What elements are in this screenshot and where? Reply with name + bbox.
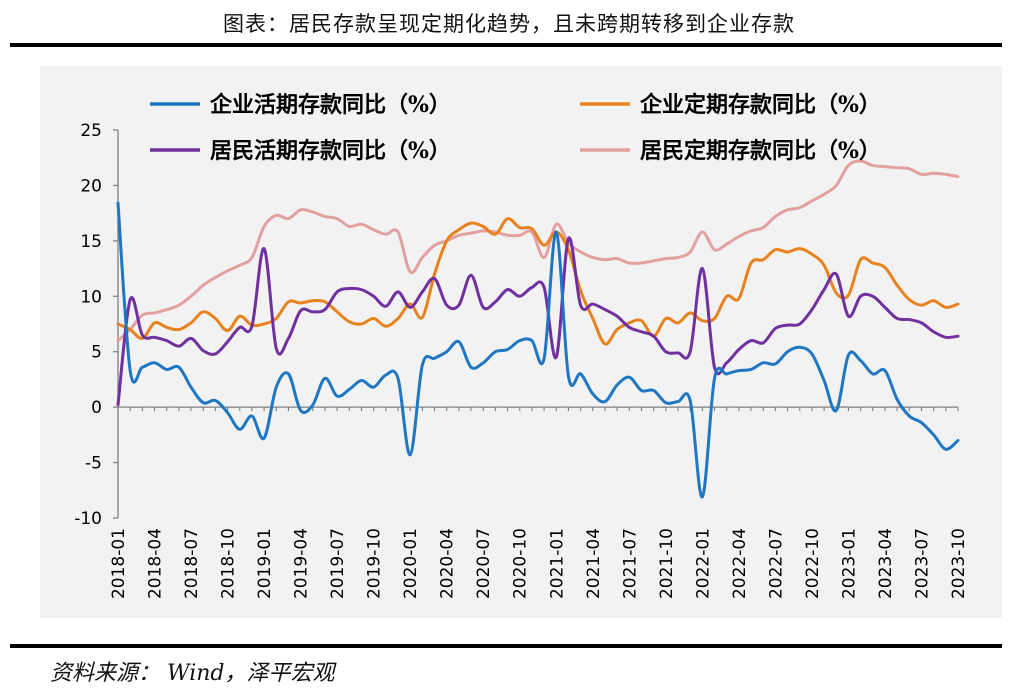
series-line-4: [116, 159, 960, 343]
x-tick-label: 2021-07: [620, 528, 640, 599]
x-tick-label: 2020-07: [474, 528, 494, 599]
x-tick-label: 2019-01: [255, 528, 275, 599]
chart-background: [40, 66, 1002, 618]
x-tick-label: 2020-04: [438, 528, 458, 599]
x-tick-label: 2018-01: [109, 528, 129, 599]
y-tick-label: -10: [74, 509, 102, 529]
x-tick-label: 2021-01: [547, 528, 567, 599]
x-tick-label: 2021-10: [657, 528, 677, 599]
x-tick-label: 2022-04: [730, 528, 750, 599]
y-axis-ticks: 25 20 15 10 5 0 -5 -10: [74, 121, 118, 529]
legend-label: 企业活期存款同比（%）: [209, 92, 451, 118]
x-tick-label: 2022-07: [766, 528, 786, 599]
legend-label: 居民活期存款同比（%）: [210, 138, 451, 164]
legend-label: 企业定期存款同比（%）: [639, 92, 881, 118]
x-tick-label: 2021-04: [584, 528, 604, 599]
y-tick-label: 5: [91, 343, 102, 363]
y-tick-label: 15: [80, 232, 102, 252]
y-tick-label: 0: [91, 398, 102, 418]
series-lines: [116, 159, 960, 499]
series-line-1: [116, 201, 960, 499]
x-tick-label: 2023-07: [912, 528, 932, 599]
top-rule: [10, 43, 1002, 47]
y-tick-label: -5: [85, 454, 102, 474]
source-note: 资料来源： Wind，泽平宏观: [50, 661, 335, 686]
chart-title: 图表：居民存款呈现定期化趋势，且未跨期转移到企业存款: [223, 12, 795, 36]
x-tick-label: 2019-07: [328, 528, 348, 599]
y-tick-label: 25: [80, 121, 102, 141]
x-tick-label: 2023-04: [876, 528, 896, 599]
x-tick-label: 2023-01: [839, 528, 859, 599]
legend-label: 居民定期存款同比（%）: [640, 138, 881, 164]
x-tick-label: 2023-10: [949, 528, 969, 599]
x-tick-label: 2020-10: [511, 528, 531, 599]
x-tick-label: 2022-01: [693, 528, 713, 599]
bottom-rule: [10, 644, 1002, 648]
series-line-3: [116, 236, 960, 407]
x-tick-label: 2022-10: [803, 528, 823, 599]
legend: 企业活期存款同比（%） 企业定期存款同比（%） 居民活期存款同比（%） 居民定期存款同…: [150, 92, 881, 164]
x-tick-label: 2019-10: [365, 528, 385, 599]
x-tick-label: 2020-01: [401, 528, 421, 599]
y-tick-label: 10: [80, 287, 102, 307]
x-tick-label: 2019-04: [292, 528, 312, 599]
x-tick-label: 2018-07: [182, 528, 202, 599]
x-tick-label: 2018-10: [219, 528, 239, 599]
series-line-2: [116, 217, 960, 346]
y-tick-label: 20: [80, 176, 102, 196]
x-axis-ticks: 2018-01 2018-04 2018-07 2018-10 2019-01 2019-…: [109, 407, 969, 599]
x-tick-label: 2018-04: [146, 528, 166, 599]
